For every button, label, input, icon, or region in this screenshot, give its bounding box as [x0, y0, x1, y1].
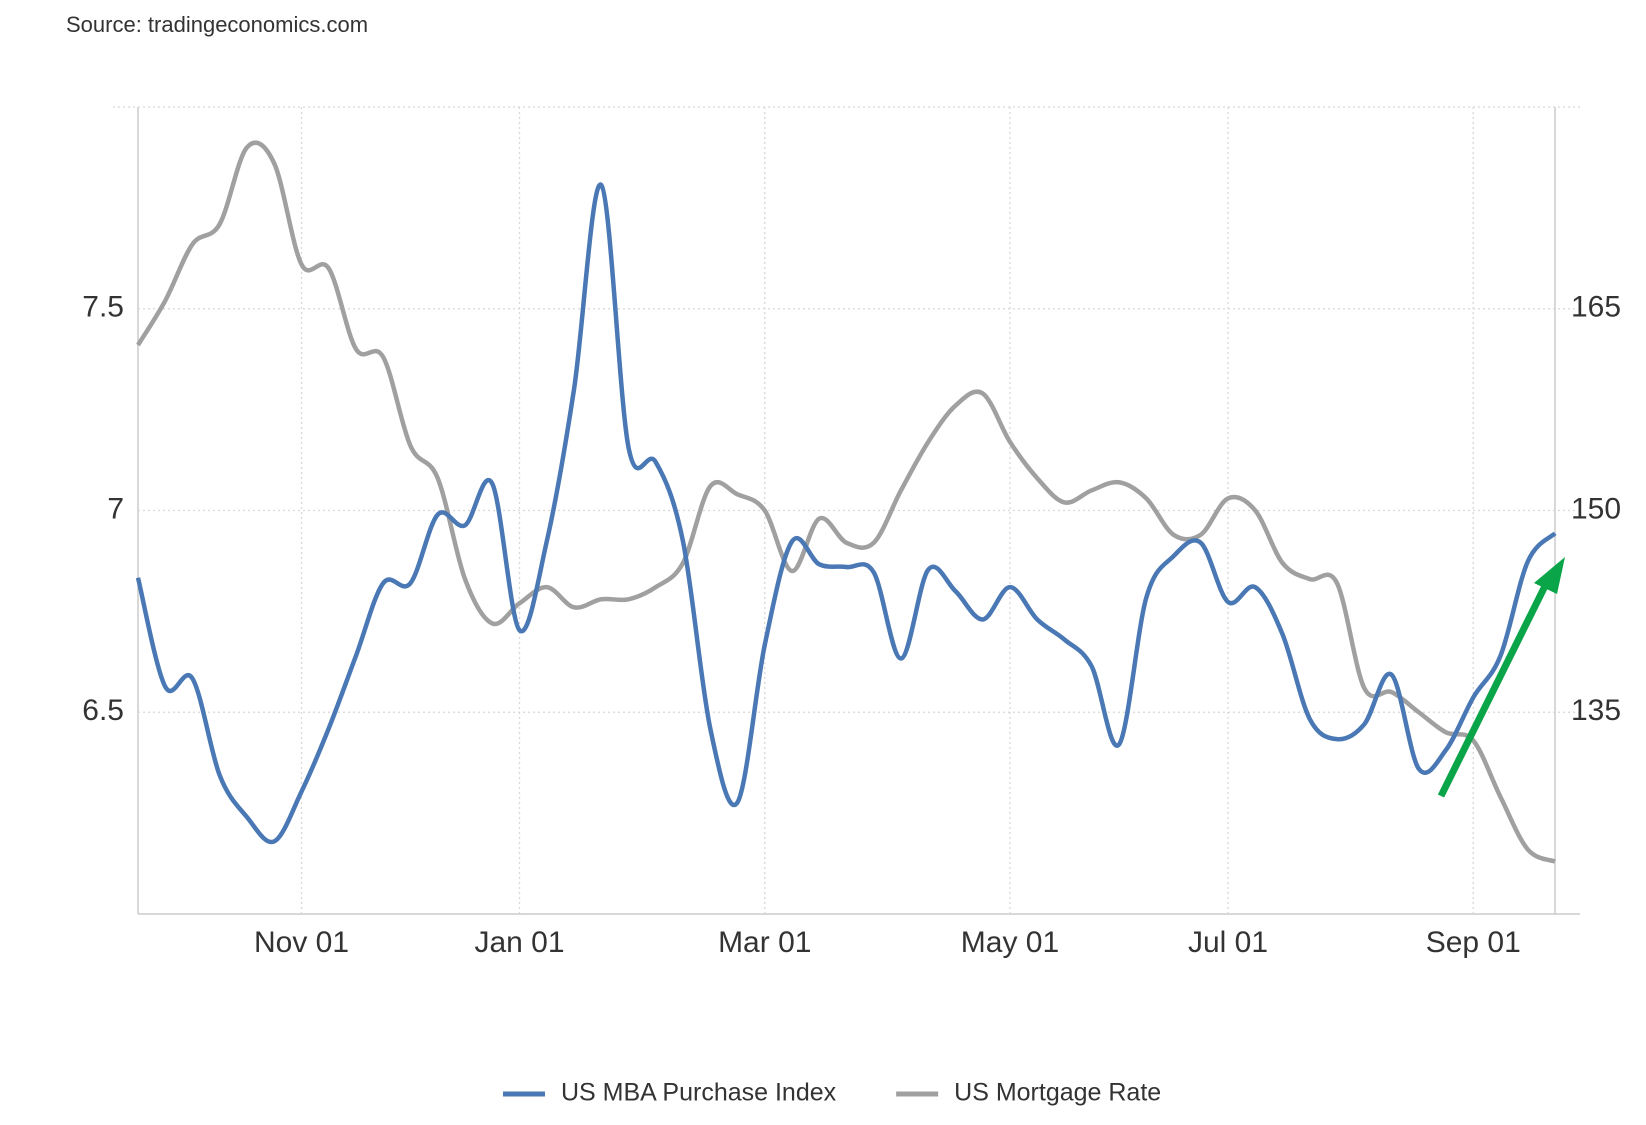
y-tick-label: 6.5: [82, 694, 124, 727]
legend-label: US MBA Purchase Index: [561, 1079, 837, 1107]
source: Source: tradingeconomics.com: [66, 12, 368, 37]
series-line: [135, 182, 1557, 845]
x-tick-label: Mar 01: [718, 926, 811, 959]
x-tick-label: May 01: [961, 926, 1059, 959]
y2-tick-label: 135: [1571, 694, 1621, 727]
y-tick-label: 7.5: [82, 291, 124, 324]
x-tick-label: Nov 01: [254, 926, 349, 959]
y2-tick-label: 165: [1571, 291, 1621, 324]
legend-label: US Mortgage Rate: [954, 1079, 1161, 1107]
x-tick-label: Jul 01: [1188, 926, 1268, 959]
series-line: [136, 140, 1556, 864]
y-tick-label: 7: [107, 492, 124, 525]
x-tick-label: Jan 01: [474, 926, 564, 959]
x-tick-label: Sep 01: [1426, 926, 1521, 959]
annotation-arrow: [1437, 557, 1565, 798]
y2-tick-label: 150: [1571, 492, 1621, 525]
